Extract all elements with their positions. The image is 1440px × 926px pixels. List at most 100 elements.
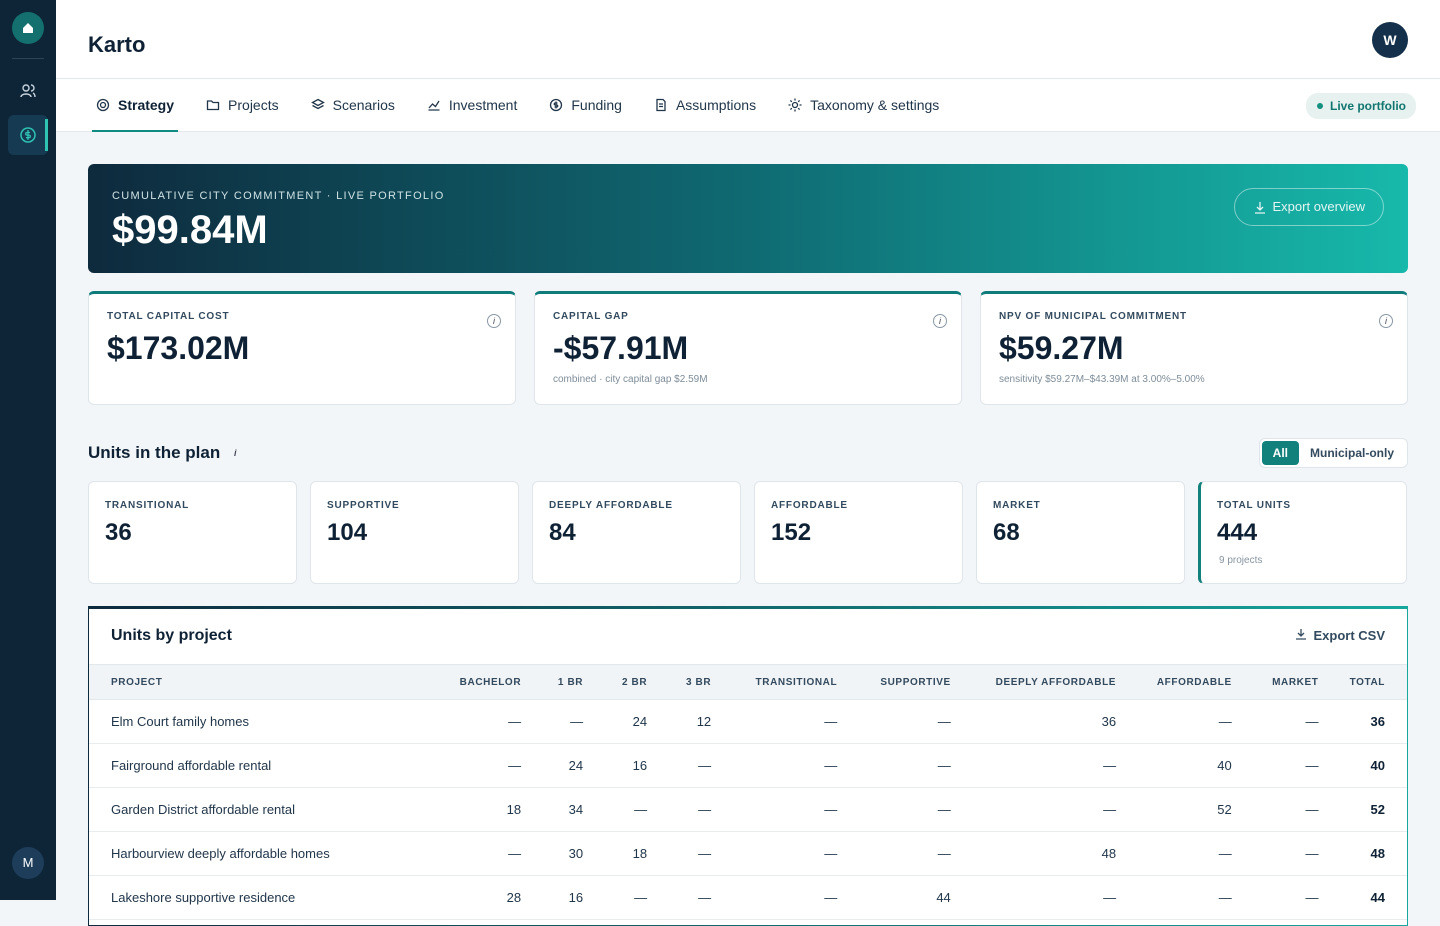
table-row[interactable]: Lakeshore supportive residence 28 16— — —44—…	[89, 875, 1407, 920]
unit-count: —	[962, 743, 1129, 788]
kpi-label: NPV OF MUNICIPAL COMMITMENT	[999, 311, 1187, 322]
unit-label: TOTAL UNITS	[1217, 500, 1291, 511]
user-initial[interactable]: M	[12, 847, 44, 879]
download-icon	[1296, 629, 1307, 640]
filter-option[interactable]: All	[1261, 441, 1299, 465]
info-icon[interactable]: i	[233, 448, 237, 458]
unit-value: 84	[549, 519, 576, 546]
tab-icon	[310, 98, 325, 110]
filter-option[interactable]: Municipal-only	[1310, 446, 1394, 460]
home-button[interactable]	[12, 12, 44, 44]
tab[interactable]: Strategy	[92, 79, 179, 132]
column-header: SUPPORTIVE	[849, 664, 963, 700]
kpi-card: CAPITAL GAP -$57.91M combined · city capit…	[534, 291, 962, 405]
unit-count: 40	[1330, 743, 1407, 788]
unit-count: —	[440, 699, 534, 744]
tab-icon	[206, 100, 220, 111]
unit-count: —	[659, 875, 724, 920]
section-title-text: Units in the plan	[88, 443, 221, 462]
home-icon	[23, 23, 33, 33]
tab[interactable]: Scenarios	[307, 79, 399, 131]
kpi-card: NPV OF MUNICIPAL COMMITMENT $59.27M sensit…	[980, 291, 1408, 405]
unit-count: 44	[849, 875, 963, 920]
filter-toggle: All Municipal-only	[1258, 438, 1408, 468]
tab[interactable]: Funding	[545, 79, 626, 131]
avatar[interactable]: W	[1372, 22, 1408, 58]
units-table: PROJECT BACHELOR 1 BR 2 BR 3 BR TRANSITIONAL S…	[89, 664, 1407, 920]
unit-count: —	[440, 743, 534, 788]
unit-count: 16	[595, 743, 660, 788]
unit-count: 52	[1128, 787, 1244, 832]
table-row[interactable]: Elm Court family homes — —24 12— —36— —36	[89, 699, 1407, 744]
sidebar: M	[0, 0, 56, 900]
unit-count: —	[1243, 831, 1331, 876]
column-header: MARKET	[1243, 664, 1331, 700]
unit-value: 68	[993, 519, 1020, 546]
export-button[interactable]: Export overview	[1233, 188, 1384, 226]
unit-label: TRANSITIONAL	[105, 500, 190, 511]
project-name: Garden District affordable rental	[89, 787, 441, 832]
tab[interactable]: Projects	[202, 79, 283, 131]
people-button[interactable]	[12, 75, 44, 107]
hero-value: $99.84M	[112, 208, 268, 252]
unit-label: SUPPORTIVE	[327, 500, 400, 511]
unit-count: 18	[595, 831, 660, 876]
tab-icon	[428, 100, 440, 111]
table-row[interactable]: Garden District affordable rental 18 34— — —…	[89, 787, 1407, 832]
kpi-value: $59.27M	[999, 330, 1124, 366]
export-csv[interactable]: Export CSV	[1295, 628, 1385, 643]
tab-icon	[656, 98, 666, 112]
unit-card: DEEPLY AFFORDABLE 84	[532, 481, 741, 584]
column-header: PROJECT	[89, 664, 441, 700]
active-nav[interactable]	[8, 115, 48, 155]
tab-icon	[788, 98, 802, 112]
unit-value: 104	[327, 519, 368, 546]
project-name: Elm Court family homes	[89, 699, 441, 744]
unit-count: 16	[533, 875, 596, 920]
unit-count: 36	[1330, 699, 1407, 744]
kpi-value: -$57.91M	[553, 330, 689, 366]
tab-label: Assumptions	[675, 97, 757, 113]
tab-icon	[550, 98, 563, 112]
people-icon	[20, 84, 36, 98]
info-icon[interactable]: i	[487, 314, 501, 328]
unit-count: 48	[962, 831, 1129, 876]
unit-count: —	[1243, 875, 1331, 920]
column-header: 1 BR	[533, 664, 596, 700]
table-row[interactable]: Fairground affordable rental —24 16— — — —40—…	[89, 743, 1407, 788]
unit-count: 52	[1330, 787, 1407, 832]
hero-label: CUMULATIVE CITY COMMITMENT · LIVE PORTFO…	[112, 190, 445, 202]
tab[interactable]: Assumptions	[650, 79, 760, 131]
dollar-icon	[20, 119, 48, 151]
tab-icon	[96, 98, 110, 112]
app-title: Karto	[88, 32, 146, 57]
tab-label: Projects	[228, 97, 279, 113]
info-icon[interactable]: i	[933, 314, 947, 328]
unit-count: —	[723, 743, 850, 788]
tab[interactable]: Taxonomy & settings	[784, 79, 943, 131]
download-icon	[1254, 202, 1265, 214]
kpi-label: CAPITAL GAP	[553, 311, 629, 322]
unit-card: SUPPORTIVE 104	[310, 481, 519, 584]
unit-count: —	[849, 699, 963, 744]
table-head: PROJECT BACHELOR 1 BR 2 BR 3 BR TRANSITIONAL S…	[89, 664, 1407, 700]
unit-note: 9 projects	[1219, 555, 1263, 566]
divider	[12, 58, 44, 59]
kpi-label: TOTAL CAPITAL COST	[107, 311, 230, 322]
tab[interactable]: Investment	[423, 79, 521, 131]
unit-value: 444	[1217, 519, 1258, 546]
column-header: TRANSITIONAL	[723, 664, 850, 700]
table-row[interactable]: Harbourview deeply affordable homes —30 18…	[89, 831, 1407, 876]
unit-count: —	[723, 699, 850, 744]
unit-value: 152	[771, 519, 812, 546]
unit-count: 30	[533, 831, 596, 876]
project-name: Fairground affordable rental	[89, 743, 441, 788]
unit-count: —	[1128, 699, 1244, 744]
export-csv-label: Export CSV	[1313, 628, 1385, 643]
unit-card: TOTAL UNITS 444 9 projects	[1198, 481, 1407, 584]
info-icon[interactable]: i	[1379, 314, 1393, 328]
tab-label: Taxonomy & settings	[810, 97, 940, 113]
table-title: Units by project	[111, 627, 232, 644]
